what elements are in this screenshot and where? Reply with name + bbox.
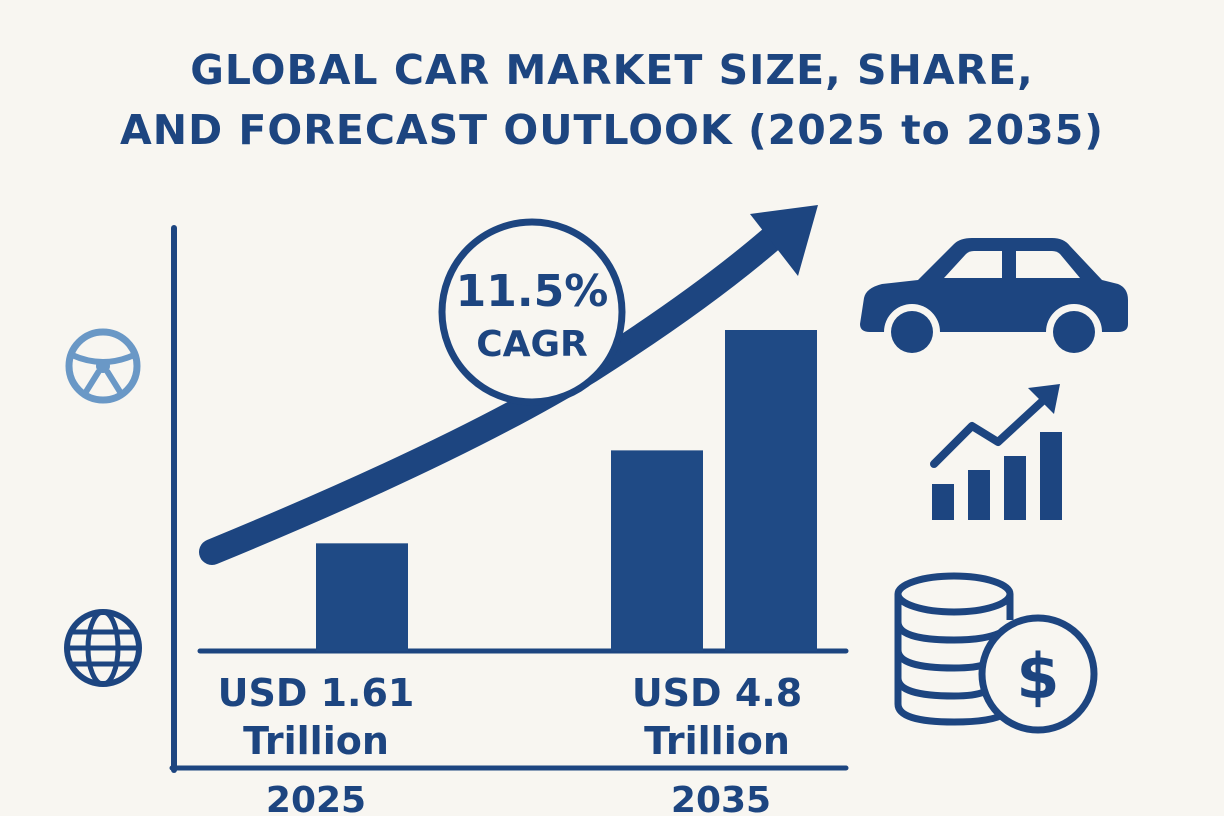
cagr-label: CAGR (476, 324, 588, 365)
cagr-circle (438, 218, 626, 406)
chart-title-line-1: GLOBAL CAR MARKET SIZE, SHARE, (190, 46, 1034, 94)
x-tick-label-2025: 2025 (266, 780, 366, 816)
chart-title-line-2: AND FORECAST OUTLOOK (2025 to 2035) (120, 106, 1104, 154)
dollar-sign-label: $ (1016, 640, 1059, 713)
coins-dollar-icon: $ (894, 572, 1098, 734)
bar-unit-label-2035: Trillion (644, 719, 790, 763)
growth-chart-icon (930, 384, 1062, 520)
bar-value-label-2025: USD 1.61 (218, 671, 415, 715)
steering-wheel-icon (65, 328, 141, 404)
cagr-value: 11.5% (456, 266, 609, 317)
chart-title: GLOBAL CAR MARKET SIZE, SHARE, AND FOREC… (0, 40, 1224, 160)
bar-2035 (725, 330, 817, 651)
bar-2035-intermediate (611, 450, 703, 651)
bar-unit-label-2025: Trillion (243, 719, 389, 763)
car-icon (860, 238, 1128, 360)
globe-icon (64, 609, 142, 687)
x-tick-label-2035: 2035 (671, 780, 771, 816)
chart-bars (316, 330, 817, 651)
trend-arrow-head (750, 205, 818, 276)
bar-2025 (316, 543, 408, 651)
bar-value-label-2035: USD 4.8 (632, 671, 802, 715)
